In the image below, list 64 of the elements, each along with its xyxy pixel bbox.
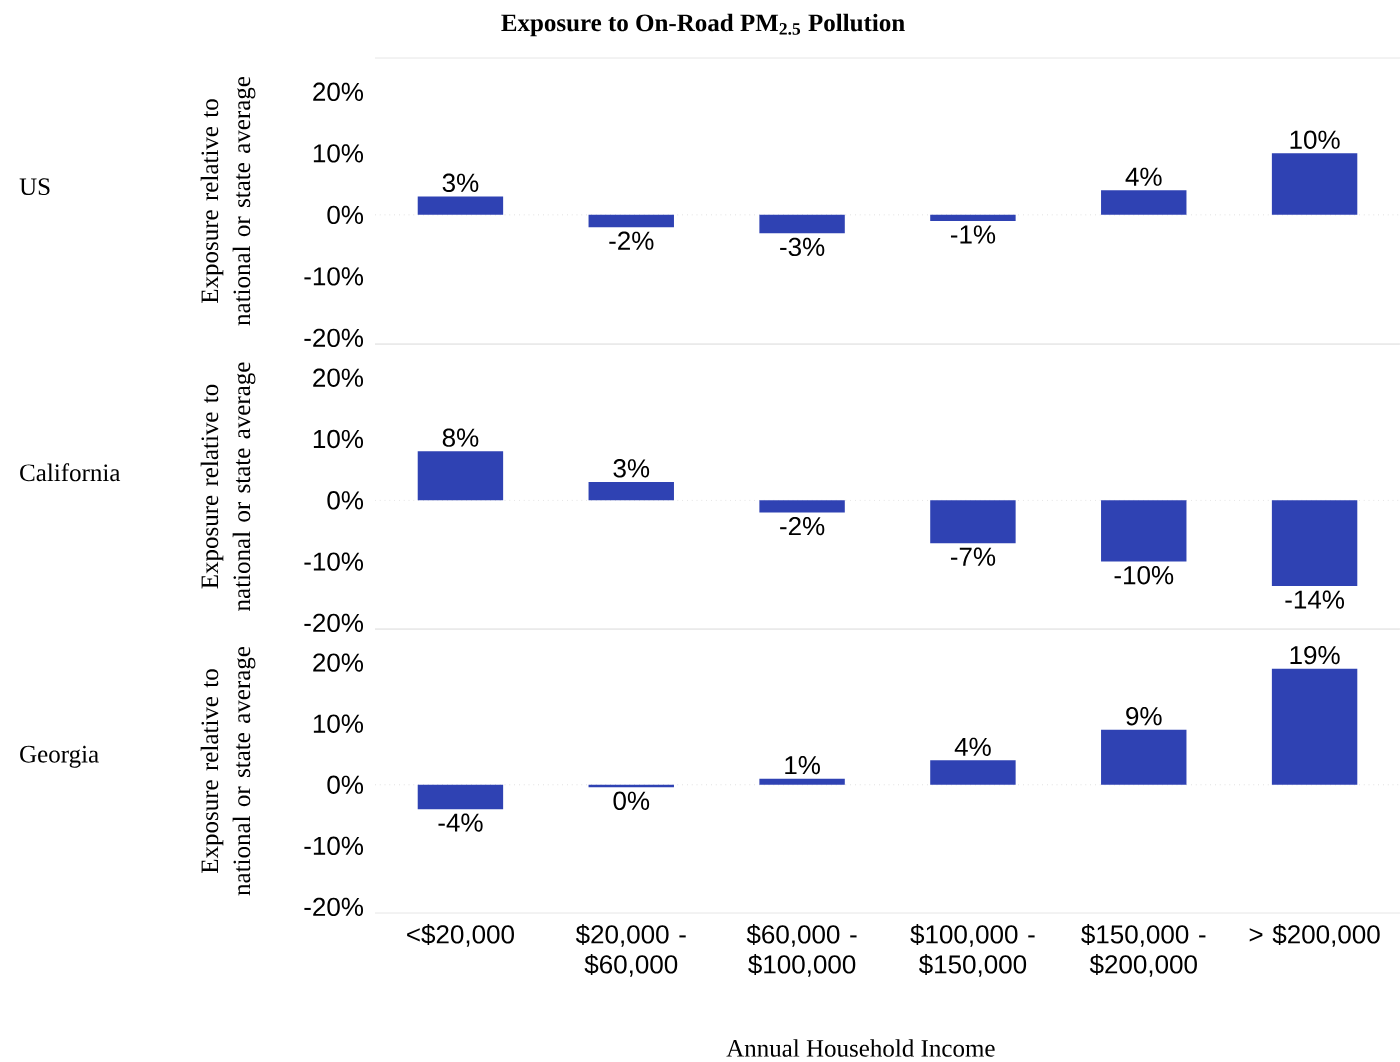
data-label: 0%	[613, 791, 650, 810]
data-label: -1%	[950, 225, 996, 244]
bar	[759, 500, 845, 513]
bar	[1271, 153, 1358, 215]
y-tick-label: -20%	[304, 613, 364, 633]
y-axis-title: Exposure relative to national or state average	[200, 646, 256, 896]
data-label: -10%	[1114, 565, 1174, 585]
bar	[1101, 729, 1187, 785]
data-label: 8%	[442, 428, 479, 447]
y-tick-label: 10%	[313, 429, 364, 449]
text: California	[20, 463, 121, 482]
data-label: -14%	[1285, 590, 1345, 609]
y-tick-label: 20%	[313, 653, 364, 672]
y-tick-label: 0%	[327, 205, 364, 225]
data-label: 1%	[785, 756, 820, 775]
bar	[930, 760, 1016, 785]
bar	[417, 451, 504, 501]
x-tick-label: $100,000 - $150,000	[910, 924, 1035, 977]
bar	[930, 214, 1016, 221]
data-label: 9%	[1126, 706, 1162, 726]
data-label: -2%	[609, 231, 654, 250]
bar	[1271, 500, 1358, 587]
y-tick-label: -20%	[304, 328, 364, 348]
data-label: 10%	[1290, 130, 1340, 149]
bar	[1271, 668, 1358, 785]
bar	[930, 500, 1016, 544]
data-label: 3%	[442, 173, 479, 192]
x-axis-title: Annual Household Income	[726, 1039, 995, 1057]
bar	[588, 214, 674, 228]
data-label: 19%	[1290, 645, 1340, 665]
y-tick-label: 10%	[313, 144, 364, 163]
bar	[1101, 500, 1187, 562]
data-label: 3%	[613, 459, 650, 478]
bar	[759, 778, 845, 785]
bar	[759, 214, 845, 234]
x-tick-label: > $200,000	[1249, 924, 1380, 947]
y-tick-label: 10%	[313, 714, 364, 733]
chart-title: Exposure to On-Road PM$_{2.5}$ Pollution	[501, 13, 905, 37]
x-tick-label: $20,000 - $60,000	[575, 924, 686, 977]
y-tick-label: -10%	[304, 552, 364, 571]
data-label: -7%	[950, 547, 996, 566]
bar	[1101, 190, 1187, 215]
data-label: -2%	[780, 516, 825, 536]
text: US	[19, 178, 50, 196]
x-tick-label: $150,000 - $200,000	[1081, 924, 1206, 977]
y-tick-label: 20%	[313, 368, 364, 387]
y-tick-label: 20%	[313, 82, 364, 102]
y-tick-label: -10%	[304, 267, 364, 286]
data-label: -3%	[780, 237, 825, 257]
y-tick-label: 0%	[327, 491, 364, 510]
y-axis-title: Exposure relative to national or state average	[200, 76, 256, 326]
bar	[588, 481, 674, 501]
x-tick-label: $60,000 - $100,000	[746, 924, 857, 977]
data-label: -4%	[438, 813, 483, 832]
data-label: 4%	[1125, 167, 1162, 186]
y-tick-label: 0%	[327, 775, 364, 794]
y-axis-title: Exposure relative to national or state average	[200, 362, 256, 611]
bar	[417, 196, 504, 215]
x-tick-label: <$20,000	[407, 924, 514, 947]
y-tick-label: -10%	[304, 836, 364, 856]
text: Georgia	[20, 745, 99, 768]
bar	[417, 784, 504, 810]
y-tick-label: -20%	[304, 897, 364, 917]
data-label: 4%	[954, 737, 991, 756]
